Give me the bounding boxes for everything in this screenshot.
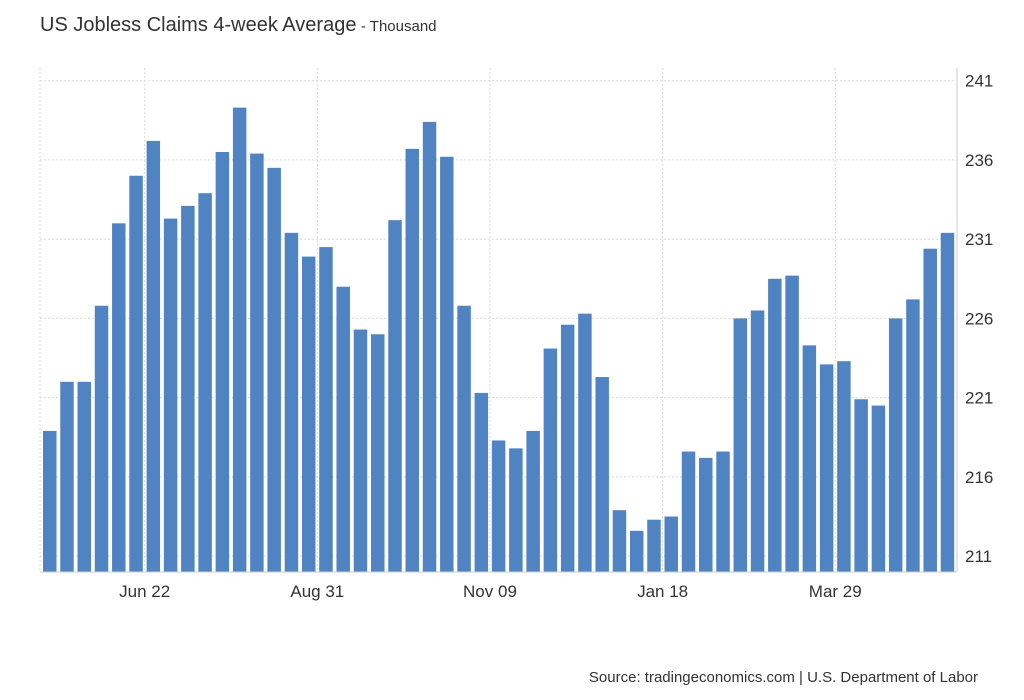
- y-tick-label: 216: [965, 468, 993, 487]
- bar: [837, 361, 851, 572]
- bar: [405, 148, 420, 572]
- bar: [267, 167, 281, 572]
- bar: [301, 256, 316, 572]
- bar: [578, 313, 592, 572]
- bar: [94, 305, 109, 572]
- x-tick-label: Jan 18: [637, 582, 688, 601]
- bar: [319, 247, 333, 572]
- y-tick-label: 236: [965, 151, 993, 170]
- bar: [43, 430, 57, 572]
- bar: [560, 324, 575, 572]
- bar: [785, 275, 799, 572]
- y-tick-label: 231: [965, 230, 993, 249]
- x-tick-label: Jun 22: [119, 582, 170, 601]
- bar: [509, 448, 523, 572]
- bar: [163, 218, 178, 572]
- chart-header: US Jobless Claims 4-week Average - Thous…: [40, 14, 437, 37]
- bar: [232, 107, 247, 572]
- bar: [491, 440, 506, 572]
- bar: [250, 153, 264, 572]
- x-tick-label: Aug 31: [290, 582, 344, 601]
- bar: [819, 364, 834, 572]
- bar: [629, 530, 644, 572]
- chart-title: US Jobless Claims 4-week Average: [40, 14, 357, 36]
- bar: [681, 451, 696, 572]
- bar: [353, 329, 368, 572]
- bar: [336, 286, 350, 572]
- bar: [802, 345, 817, 572]
- bar: [198, 193, 212, 572]
- x-tick-label: Nov 09: [463, 582, 517, 601]
- bar: [146, 140, 161, 573]
- bar: [716, 451, 730, 572]
- bar: [750, 310, 765, 572]
- bar: [371, 334, 385, 572]
- bar: [647, 519, 661, 572]
- bar: [457, 305, 471, 572]
- bar: [112, 223, 126, 573]
- y-tick-label: 226: [965, 309, 993, 328]
- bar: [60, 381, 74, 572]
- y-tick-label: 211: [965, 547, 992, 566]
- bar: [733, 318, 748, 572]
- bar: [440, 156, 454, 573]
- bar: [422, 121, 437, 573]
- bar: [871, 405, 886, 572]
- bar: [77, 381, 91, 572]
- bar: [595, 377, 609, 572]
- bar: [888, 318, 903, 572]
- source-credit: Source: tradingeconomics.com | U.S. Depa…: [588, 669, 978, 686]
- bar: [181, 205, 195, 573]
- bar: [543, 348, 558, 572]
- chart-subtitle: - Thousand: [360, 18, 437, 35]
- bar: [526, 430, 540, 572]
- bar: [699, 457, 713, 572]
- bar: [664, 516, 678, 572]
- y-tick-label: 241: [965, 72, 993, 91]
- bar: [768, 278, 782, 572]
- bar: [284, 232, 299, 572]
- bar: [474, 392, 489, 572]
- bar: [906, 299, 920, 572]
- bar: [388, 220, 402, 572]
- bar: [940, 232, 955, 572]
- bar: [129, 175, 143, 572]
- bar: [854, 399, 868, 572]
- bar: [612, 510, 627, 572]
- x-tick-label: Mar 29: [809, 582, 862, 601]
- bar: [215, 152, 230, 572]
- bar: [923, 248, 937, 572]
- y-tick-label: 221: [965, 389, 993, 408]
